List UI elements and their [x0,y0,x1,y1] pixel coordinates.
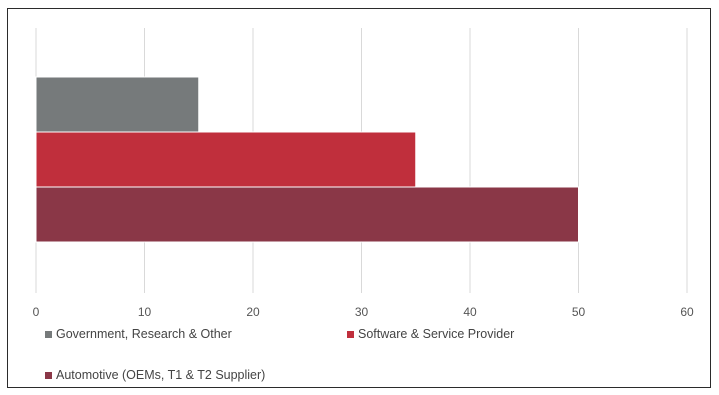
x-axis: 0 10 20 30 40 50 60 [33,305,694,319]
legend: Government, Research & Other Software & S… [45,327,514,382]
bar-1 [35,76,200,133]
legend-item-1: Government, Research & Other [45,327,232,341]
legend-swatch-1 [45,331,52,338]
gridlines [35,28,688,293]
x-tick-label-10: 10 [138,305,152,319]
x-tick-label-20: 20 [246,305,260,319]
x-tick-label-0: 0 [33,305,40,319]
x-tick-label-40: 40 [463,305,477,319]
bars [35,76,579,243]
legend-swatch-3 [45,372,52,379]
legend-label-1: Government, Research & Other [56,327,232,341]
bar-3 [35,186,579,243]
x-tick-label-50: 50 [572,305,586,319]
legend-label-3: Automotive (OEMs, T1 & T2 Supplier) [56,368,265,382]
legend-swatch-2 [347,331,354,338]
legend-label-2: Software & Service Provider [358,327,514,341]
bar-2 [35,131,417,188]
legend-item-2: Software & Service Provider [347,327,514,341]
x-tick-label-30: 30 [355,305,369,319]
legend-item-3: Automotive (OEMs, T1 & T2 Supplier) [45,368,265,382]
x-tick-label-60: 60 [680,305,694,319]
